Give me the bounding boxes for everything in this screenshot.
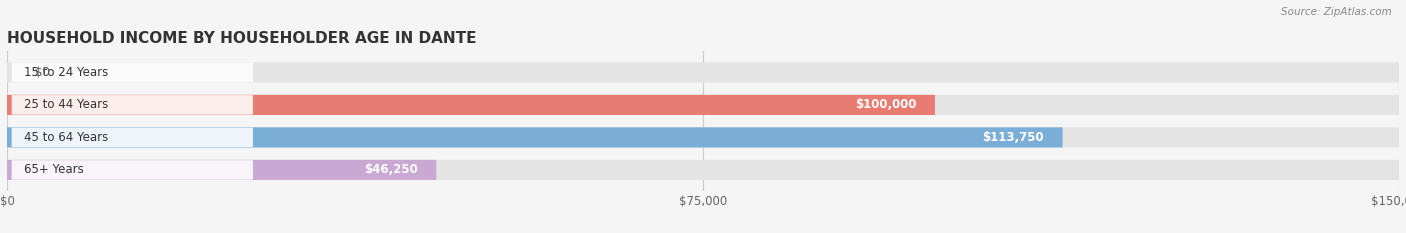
- FancyBboxPatch shape: [7, 95, 935, 115]
- Text: $46,250: $46,250: [364, 163, 418, 176]
- Text: 25 to 44 Years: 25 to 44 Years: [24, 98, 108, 111]
- Text: 45 to 64 Years: 45 to 64 Years: [24, 131, 108, 144]
- FancyBboxPatch shape: [11, 63, 253, 82]
- FancyBboxPatch shape: [7, 95, 1399, 115]
- Text: $113,750: $113,750: [983, 131, 1045, 144]
- FancyBboxPatch shape: [7, 127, 1399, 147]
- FancyBboxPatch shape: [7, 160, 1399, 180]
- Text: 65+ Years: 65+ Years: [24, 163, 83, 176]
- FancyBboxPatch shape: [7, 62, 1399, 82]
- FancyBboxPatch shape: [11, 128, 253, 147]
- Text: $0: $0: [35, 66, 49, 79]
- Text: HOUSEHOLD INCOME BY HOUSEHOLDER AGE IN DANTE: HOUSEHOLD INCOME BY HOUSEHOLDER AGE IN D…: [7, 31, 477, 46]
- Text: Source: ZipAtlas.com: Source: ZipAtlas.com: [1281, 7, 1392, 17]
- Text: 15 to 24 Years: 15 to 24 Years: [24, 66, 108, 79]
- FancyBboxPatch shape: [7, 160, 436, 180]
- Text: $100,000: $100,000: [855, 98, 917, 111]
- FancyBboxPatch shape: [11, 160, 253, 180]
- FancyBboxPatch shape: [11, 95, 253, 115]
- FancyBboxPatch shape: [7, 127, 1063, 147]
